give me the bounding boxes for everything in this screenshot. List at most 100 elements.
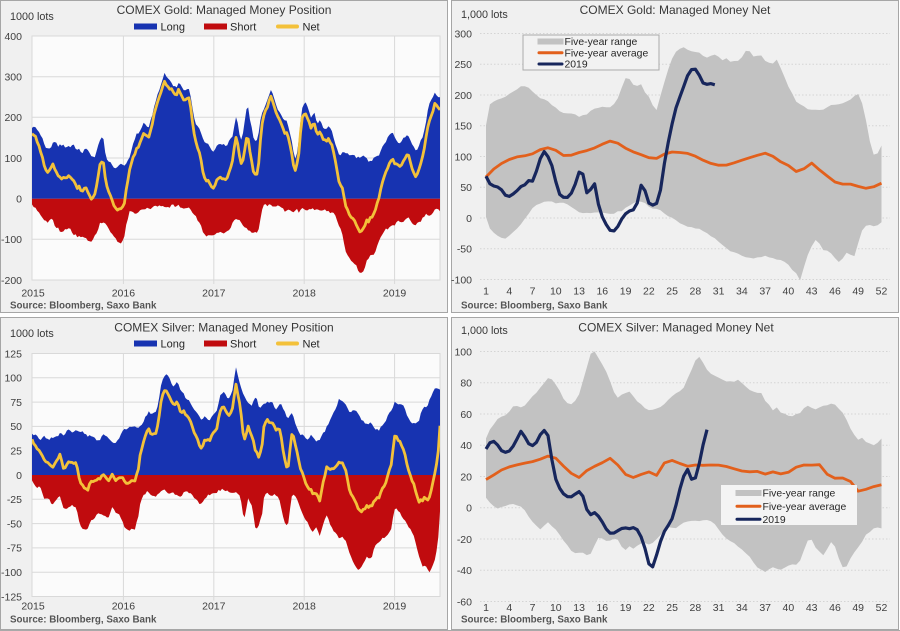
svg-text:2016: 2016 xyxy=(112,601,136,613)
svg-text:Source: Bloomberg, Saxo Bank: Source: Bloomberg, Saxo Bank xyxy=(461,615,608,626)
svg-text:2017: 2017 xyxy=(202,288,226,300)
svg-text:10: 10 xyxy=(550,286,562,298)
svg-text:7: 7 xyxy=(530,286,536,298)
svg-text:40: 40 xyxy=(783,602,795,614)
svg-text:300: 300 xyxy=(454,28,472,40)
svg-text:34: 34 xyxy=(736,286,748,298)
svg-text:28: 28 xyxy=(690,286,702,298)
svg-text:1,000 lots: 1,000 lots xyxy=(461,9,508,21)
svg-text:2018: 2018 xyxy=(293,288,317,300)
svg-text:16: 16 xyxy=(596,602,608,614)
svg-text:25: 25 xyxy=(666,286,678,298)
svg-text:-40: -40 xyxy=(457,565,472,577)
svg-text:Net: Net xyxy=(303,22,320,34)
svg-text:40: 40 xyxy=(460,440,472,452)
svg-text:1000 lots: 1000 lots xyxy=(10,328,54,340)
svg-text:100: 100 xyxy=(4,153,22,165)
svg-text:400: 400 xyxy=(4,31,22,43)
svg-text:2016: 2016 xyxy=(112,288,136,300)
svg-text:16: 16 xyxy=(596,286,608,298)
svg-text:Net: Net xyxy=(303,339,320,351)
svg-text:1,000 lots: 1,000 lots xyxy=(461,325,508,337)
svg-text:50: 50 xyxy=(10,421,22,433)
svg-text:50: 50 xyxy=(460,182,472,194)
svg-text:2018: 2018 xyxy=(293,601,317,613)
svg-text:Short: Short xyxy=(230,339,256,351)
svg-text:0: 0 xyxy=(16,470,22,482)
svg-text:40: 40 xyxy=(783,286,795,298)
svg-text:-50: -50 xyxy=(457,244,472,256)
svg-text:COMEX Gold: Managed Money Net: COMEX Gold: Managed Money Net xyxy=(580,3,771,17)
svg-text:Five-year average: Five-year average xyxy=(565,48,649,59)
svg-text:20: 20 xyxy=(460,471,472,483)
svg-text:COMEX Gold: Managed Money Posi: COMEX Gold: Managed Money Position xyxy=(117,3,332,17)
svg-text:2019: 2019 xyxy=(763,515,786,526)
svg-text:-100: -100 xyxy=(451,274,472,286)
svg-text:150: 150 xyxy=(454,121,472,133)
svg-text:2015: 2015 xyxy=(21,288,45,300)
svg-text:Source: Bloomberg, Saxo Bank: Source: Bloomberg, Saxo Bank xyxy=(10,615,157,626)
svg-text:-25: -25 xyxy=(7,494,22,506)
svg-text:100: 100 xyxy=(454,151,472,163)
svg-text:25: 25 xyxy=(10,446,22,458)
svg-text:2019: 2019 xyxy=(565,60,588,71)
svg-text:-200: -200 xyxy=(1,275,22,287)
svg-text:25: 25 xyxy=(666,602,678,614)
svg-text:Long: Long xyxy=(161,339,185,351)
svg-text:37: 37 xyxy=(759,286,771,298)
svg-text:Source: Bloomberg, Saxo Bank: Source: Bloomberg, Saxo Bank xyxy=(10,301,157,312)
svg-text:Short: Short xyxy=(230,22,256,34)
svg-text:49: 49 xyxy=(852,286,864,298)
svg-text:28: 28 xyxy=(690,602,702,614)
svg-text:0: 0 xyxy=(466,503,472,515)
svg-text:22: 22 xyxy=(643,286,655,298)
svg-text:COMEX Silver: Managed Money Po: COMEX Silver: Managed Money Position xyxy=(114,321,333,335)
svg-text:2019: 2019 xyxy=(383,601,407,613)
svg-text:-125: -125 xyxy=(1,591,22,603)
svg-text:43: 43 xyxy=(806,286,818,298)
svg-text:80: 80 xyxy=(460,378,472,390)
svg-text:-60: -60 xyxy=(457,596,472,608)
svg-text:31: 31 xyxy=(713,286,725,298)
svg-text:1: 1 xyxy=(483,602,489,614)
svg-text:100: 100 xyxy=(4,373,22,385)
svg-text:-100: -100 xyxy=(1,567,22,579)
svg-text:60: 60 xyxy=(460,409,472,421)
svg-text:10: 10 xyxy=(550,602,562,614)
svg-text:19: 19 xyxy=(620,286,632,298)
svg-text:Five-year average: Five-year average xyxy=(763,502,847,513)
svg-text:13: 13 xyxy=(573,286,585,298)
svg-text:250: 250 xyxy=(454,59,472,71)
svg-text:100: 100 xyxy=(454,346,472,358)
svg-text:1: 1 xyxy=(483,286,489,298)
svg-text:200: 200 xyxy=(454,90,472,102)
svg-text:75: 75 xyxy=(10,397,22,409)
svg-text:43: 43 xyxy=(806,602,818,614)
svg-text:Five-year range: Five-year range xyxy=(565,37,638,48)
svg-text:1000 lots: 1000 lots xyxy=(10,11,54,23)
svg-text:19: 19 xyxy=(620,602,632,614)
svg-text:300: 300 xyxy=(4,72,22,84)
svg-text:49: 49 xyxy=(852,602,864,614)
svg-text:52: 52 xyxy=(876,602,888,614)
svg-text:-50: -50 xyxy=(7,518,22,530)
svg-text:COMEX Silver: Managed Money Ne: COMEX Silver: Managed Money Net xyxy=(578,321,774,335)
svg-text:0: 0 xyxy=(466,213,472,225)
svg-text:2015: 2015 xyxy=(21,601,45,613)
svg-text:Five-year range: Five-year range xyxy=(763,489,836,500)
svg-text:13: 13 xyxy=(573,602,585,614)
svg-text:200: 200 xyxy=(4,112,22,124)
svg-text:-20: -20 xyxy=(457,534,472,546)
svg-text:4: 4 xyxy=(506,602,512,614)
svg-text:-75: -75 xyxy=(7,543,22,555)
svg-text:125: 125 xyxy=(4,348,22,360)
svg-text:34: 34 xyxy=(736,602,748,614)
svg-text:37: 37 xyxy=(759,602,771,614)
svg-text:46: 46 xyxy=(829,286,841,298)
svg-text:Source: Bloomberg, Saxo Bank: Source: Bloomberg, Saxo Bank xyxy=(461,301,608,312)
svg-text:31: 31 xyxy=(713,602,725,614)
svg-text:2017: 2017 xyxy=(202,601,226,613)
svg-text:22: 22 xyxy=(643,602,655,614)
svg-text:-100: -100 xyxy=(1,234,22,246)
svg-text:Long: Long xyxy=(161,22,185,34)
